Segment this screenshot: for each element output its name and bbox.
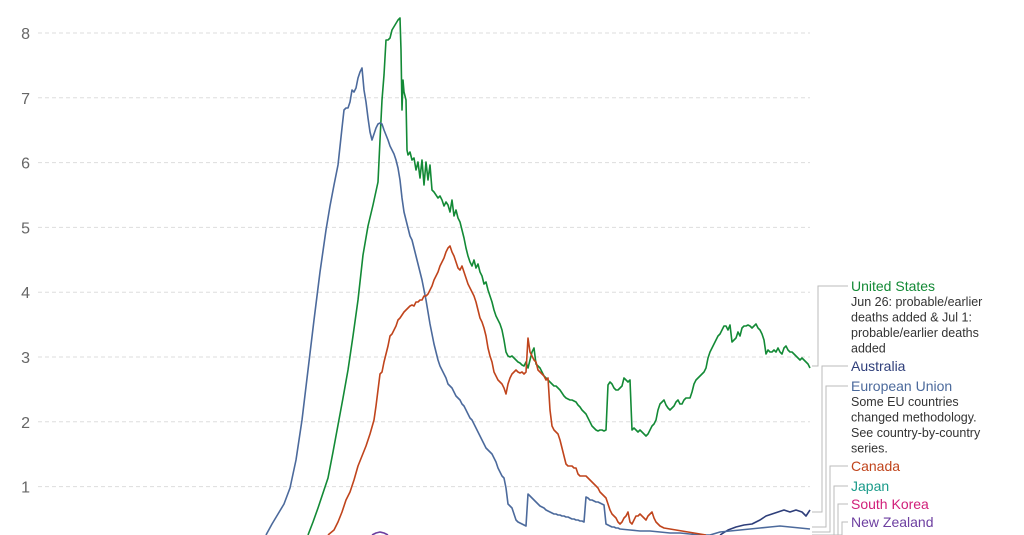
legend-note: Jun 26: probable/earlier <box>851 295 982 309</box>
y-tick-label: 5 <box>21 220 30 237</box>
legend-note: changed methodology. <box>851 411 977 425</box>
legend-entry: Canada <box>851 458 900 474</box>
legend-connector <box>812 521 848 535</box>
legend-connectors <box>812 285 848 535</box>
legend-note: probable/earlier deaths <box>851 326 979 340</box>
legend-entry: United States <box>851 278 935 294</box>
legend-note: series. <box>851 442 888 456</box>
series-line <box>371 531 389 535</box>
series-line <box>327 245 707 535</box>
legend-entry: Japan <box>851 478 889 494</box>
series-lines <box>265 17 811 535</box>
legend-connector <box>812 385 848 528</box>
y-tick-label: 8 <box>21 26 30 43</box>
legend-note: Some EU countries <box>851 395 959 409</box>
legend-note: See country-by-country <box>851 426 981 440</box>
series-line <box>265 67 811 535</box>
grid <box>38 32 810 488</box>
y-tick-label: 4 <box>21 285 30 302</box>
y-tick-label: 1 <box>21 480 30 497</box>
legend-connector <box>812 285 848 367</box>
y-tick-label: 7 <box>21 91 30 108</box>
legend-note: added <box>851 342 886 356</box>
legend-note: deaths added & Jul 1: <box>851 311 972 325</box>
legend-connector <box>812 503 848 535</box>
legend-entry: South Korea <box>851 496 929 512</box>
legend-entry: European Union <box>851 378 952 394</box>
legend-entry: Australia <box>851 358 906 374</box>
legend-entry: New Zealand <box>851 514 934 530</box>
legend-connector <box>812 485 848 535</box>
series-line <box>719 509 811 535</box>
series-line <box>307 17 811 535</box>
legend-connector <box>812 365 848 513</box>
y-tick-label: 6 <box>21 156 30 173</box>
y-tick-label: 3 <box>21 350 30 367</box>
legend-connector <box>812 465 848 533</box>
y-tick-label: 2 <box>21 415 30 432</box>
y-axis-ticks: 8 7 6 5 4 3 2 1 <box>21 26 30 497</box>
